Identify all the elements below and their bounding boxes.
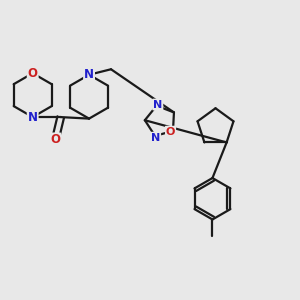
Text: O: O (50, 134, 60, 146)
Text: N: N (151, 133, 160, 143)
Text: O: O (28, 67, 38, 80)
Text: N: N (84, 68, 94, 81)
Text: N: N (28, 111, 38, 124)
Text: N: N (153, 100, 162, 110)
Text: O: O (166, 127, 175, 136)
